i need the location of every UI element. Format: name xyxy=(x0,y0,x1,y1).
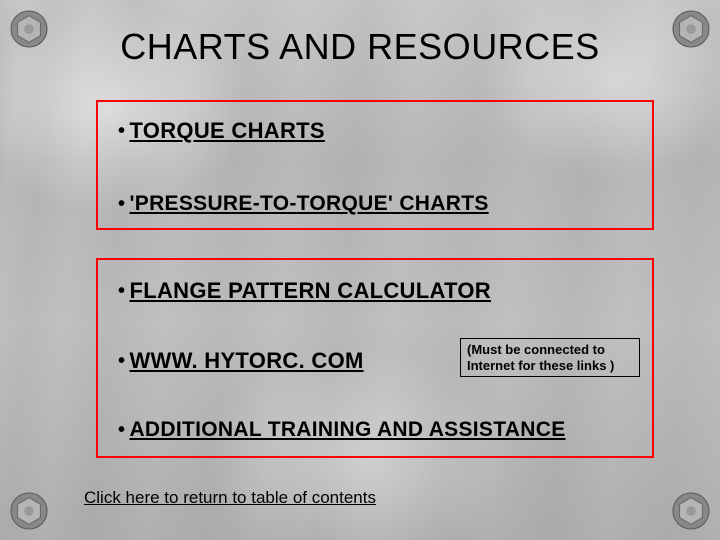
page-title: CHARTS AND RESOURCES xyxy=(0,26,720,68)
bullet-icon: • xyxy=(118,193,125,216)
bolt-icon xyxy=(672,492,710,530)
link-additional-training[interactable]: ADDITIONAL TRAINING AND ASSISTANCE xyxy=(129,418,565,442)
bullet-icon: • xyxy=(118,350,125,373)
bullet-icon: • xyxy=(118,419,125,442)
internet-note: (Must be connected to Internet for these… xyxy=(460,338,640,377)
link-pressure-charts[interactable]: 'PRESSURE-TO-TORQUE' CHARTS xyxy=(129,192,488,216)
bullet-icon: • xyxy=(118,120,125,143)
return-toc-link[interactable]: Click here to return to table of content… xyxy=(84,488,376,508)
link-hytorc-website[interactable]: WWW. HYTORC. COM xyxy=(129,348,363,374)
bolt-icon xyxy=(10,492,48,530)
link-torque-charts[interactable]: TORQUE CHARTS xyxy=(129,118,324,144)
link-flange-calculator[interactable]: FLANGE PATTERN CALCULATOR xyxy=(129,278,491,304)
bullet-icon: • xyxy=(118,280,125,303)
